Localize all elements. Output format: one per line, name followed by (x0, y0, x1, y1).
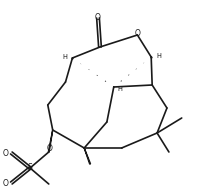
Polygon shape (48, 130, 53, 152)
Text: O: O (135, 29, 140, 38)
Text: O: O (47, 144, 53, 153)
Text: H: H (118, 86, 123, 92)
Text: H: H (63, 54, 67, 60)
Text: O: O (3, 178, 9, 187)
Text: S: S (28, 164, 33, 172)
Text: H: H (156, 53, 161, 59)
Polygon shape (84, 148, 91, 164)
Text: O: O (95, 14, 101, 23)
Text: O: O (3, 148, 9, 158)
